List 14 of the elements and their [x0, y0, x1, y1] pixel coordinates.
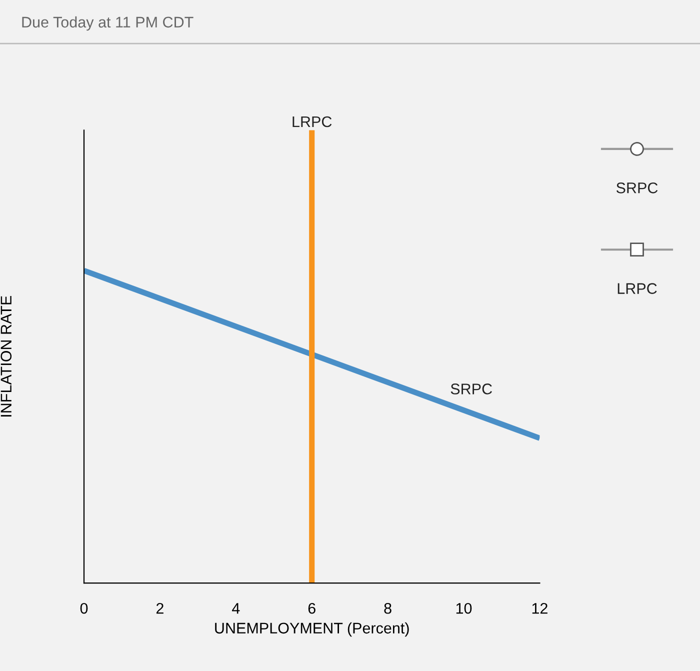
series-label: SRPC	[450, 384, 492, 394]
x-tick-label: 2	[156, 602, 164, 614]
x-tick-label: 10	[456, 602, 472, 614]
text: Due Today at 11 PM CDT	[22, 16, 194, 31]
x-tick-label: 8	[384, 602, 392, 614]
text: SRPC	[616, 182, 658, 194]
x-tick-label: 0	[80, 602, 88, 614]
x-tick-label: 12	[532, 602, 548, 614]
text: LRPC	[618, 283, 657, 294]
x-tick-label: 6	[308, 602, 316, 614]
y-axis-title: INFLATION RATE	[0, 296, 12, 416]
series-label: LRPC	[292, 116, 332, 128]
x-tick-label: 4	[232, 603, 240, 614]
x-axis-title: UNEMPLOYMENT (Percent)	[215, 622, 409, 637]
